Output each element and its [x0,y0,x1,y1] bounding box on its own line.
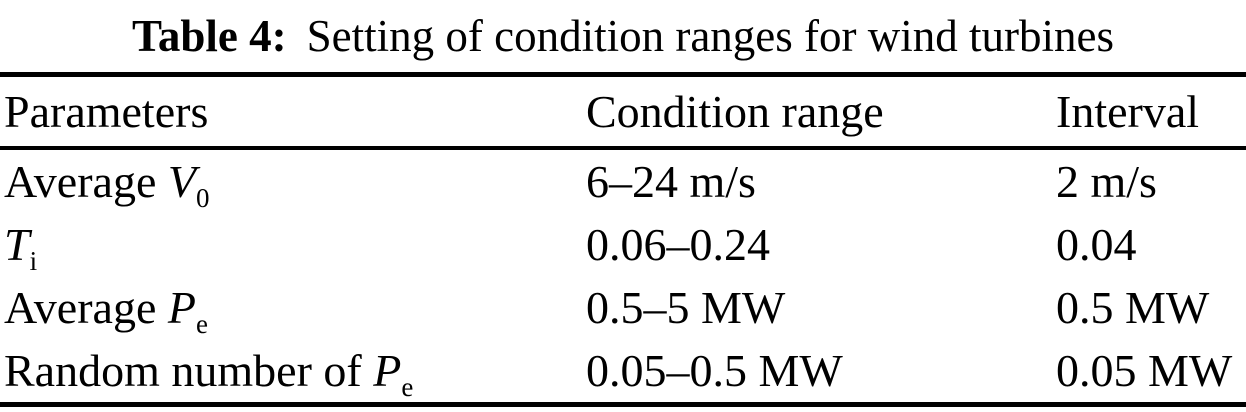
parameter-subscript: 0 [195,183,210,214]
cell-condition-range: 6–24 m/s [586,156,756,207]
cell-interval: 0.5 MW [1056,282,1210,333]
cell-condition-range: 0.06–0.24 [586,219,770,270]
header-interval: Interval [1056,74,1246,150]
parameter-subscript: e [195,309,208,340]
header-condition-range: Condition range [586,74,1056,150]
cell-parameter: Ti [0,213,586,276]
cell-interval: 0.04 [1056,219,1137,270]
parameter-text: Random number of [4,345,374,396]
table-row: Ti 0.06–0.24 0.04 [0,213,1246,276]
table-caption-label: Table 4: [132,11,287,61]
table-row: Average Pe 0.5–5 MW 0.5 MW [0,276,1246,339]
cell-condition-range: 0.05–0.5 MW [586,345,843,396]
parameter-text: Average [4,282,168,333]
parameter-text: Average [4,156,168,207]
cell-interval: 2 m/s [1056,156,1157,207]
table-row: Random number of Pe 0.05–0.5 MW 0.05 MW [0,339,1246,405]
cell-parameter: Average V0 [0,148,586,213]
parameter-symbol: V [167,156,196,207]
parameter-symbol: P [167,282,196,333]
table-caption: Table 4: Setting of condition ranges for… [0,0,1246,72]
cell-parameter: Average Pe [0,276,586,339]
table-caption-text: Setting of condition ranges for wind tur… [306,11,1114,61]
table-row: Average V0 6–24 m/s 2 m/s [0,148,1246,213]
cell-interval: 0.05 MW [1056,345,1233,396]
cell-condition-range: 0.5–5 MW [586,282,786,333]
table-header-row: Parameters Condition range Interval [0,74,1246,150]
parameter-subscript: i [29,246,38,277]
cell-parameter: Random number of Pe [0,339,586,405]
header-parameters: Parameters [0,74,586,150]
parameter-symbol: P [373,345,402,396]
parameter-symbol: T [4,219,30,270]
parameter-subscript: e [401,372,414,403]
condition-ranges-table: Parameters Condition range Interval Aver… [0,72,1246,407]
